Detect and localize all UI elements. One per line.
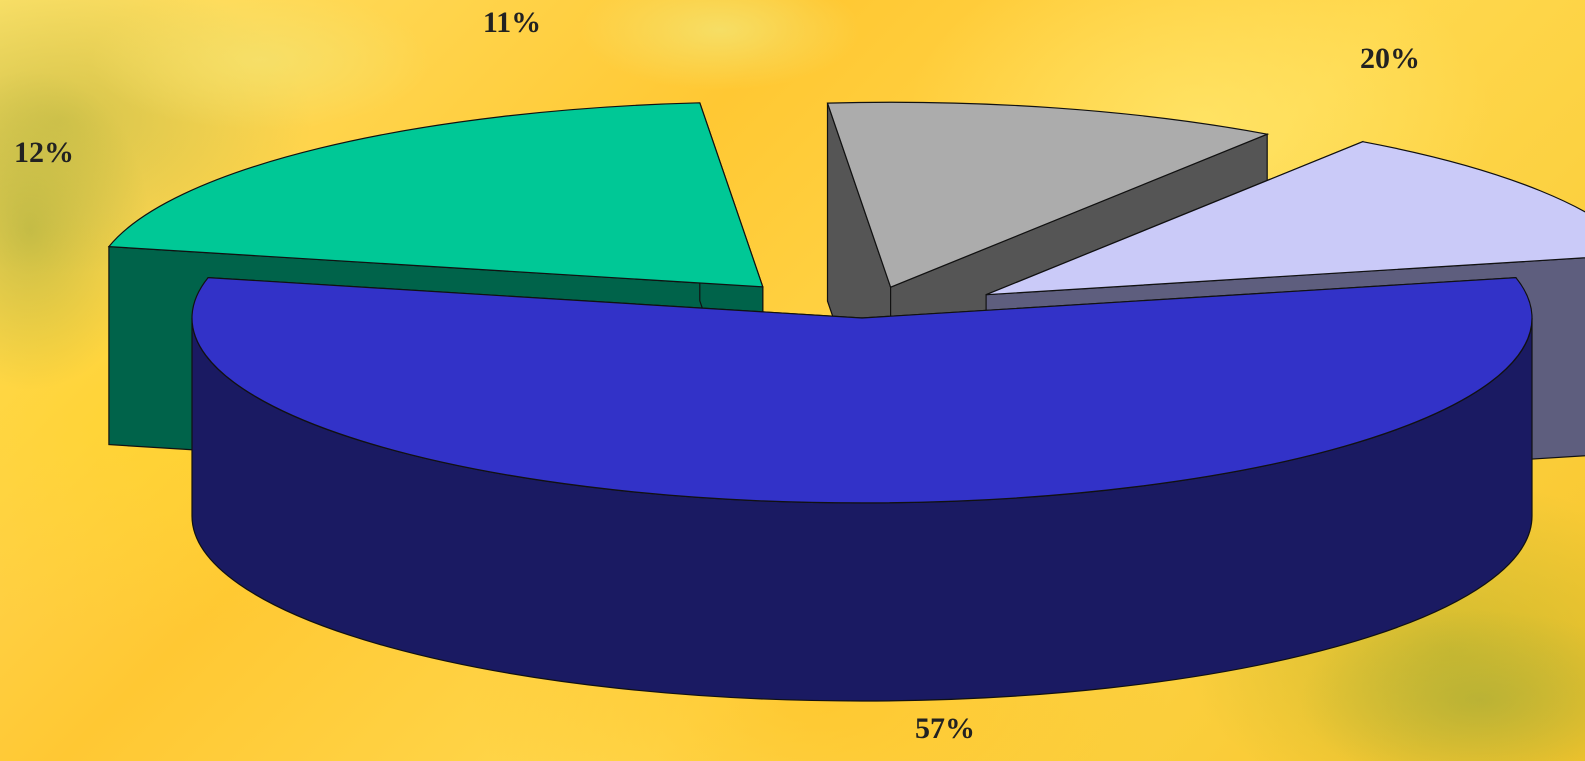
data-label-share-20: 20% [1360, 42, 1420, 75]
pie-slice-share-57 [191, 276, 1533, 702]
data-label-share-11: 11% [483, 6, 541, 39]
data-labels: 57% 20% 11% 12% [14, 6, 1420, 745]
data-label-share-57: 57% [915, 712, 975, 745]
slice-top-face [107, 102, 764, 288]
slice-top-face [191, 276, 1533, 504]
pie-slices [107, 101, 1585, 702]
slice-top-face [826, 101, 1270, 288]
data-label-share-12: 12% [14, 136, 74, 169]
slice-top-face [985, 141, 1585, 296]
